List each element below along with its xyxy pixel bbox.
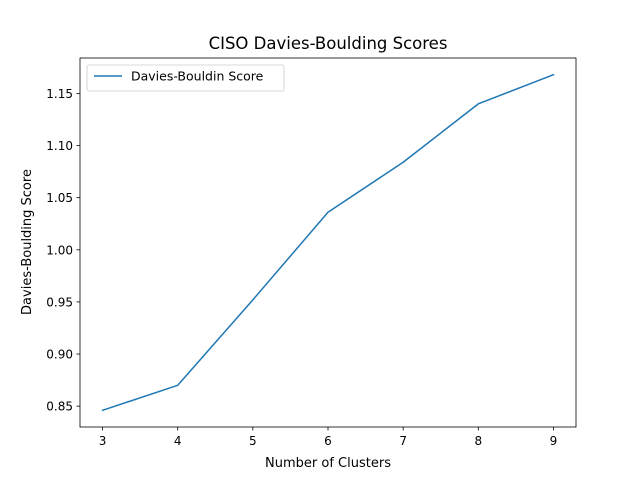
series-line xyxy=(101,73,555,412)
x-tick-label: 7 xyxy=(399,434,407,448)
chart-title: CISO Davies-Boulding Scores xyxy=(209,34,448,53)
x-tick-label: 9 xyxy=(550,434,558,448)
y-tick-label: 0.95 xyxy=(46,295,73,309)
y-tick-label: 1.00 xyxy=(46,243,73,257)
x-tick-label: 5 xyxy=(249,434,257,448)
x-axis-label: Number of Clusters xyxy=(265,456,391,471)
y-tick-label: 1.05 xyxy=(46,191,73,205)
legend: Davies-Bouldin Score xyxy=(86,64,285,92)
y-axis: 0.85 0.90 0.95 1.00 1.05 1.10 1.15 xyxy=(46,87,80,414)
y-tick-label: 0.90 xyxy=(46,348,73,362)
x-tick-label: 6 xyxy=(324,434,332,448)
y-axis-label: Davies-Boulding Score xyxy=(20,169,35,315)
legend-box xyxy=(86,64,285,92)
plot-frame xyxy=(79,57,577,428)
y-tick-label: 1.15 xyxy=(46,87,73,101)
x-tick-label: 3 xyxy=(99,434,107,448)
x-tick-label: 8 xyxy=(474,434,482,448)
y-tick-label: 0.85 xyxy=(46,400,73,414)
series-layer xyxy=(101,73,555,412)
x-axis: 3 4 5 6 7 8 9 xyxy=(99,427,558,448)
x-tick-label: 4 xyxy=(174,434,182,448)
legend-label: Davies-Bouldin Score xyxy=(131,69,264,84)
plot-area xyxy=(80,58,576,427)
y-tick-label: 1.10 xyxy=(46,139,73,153)
